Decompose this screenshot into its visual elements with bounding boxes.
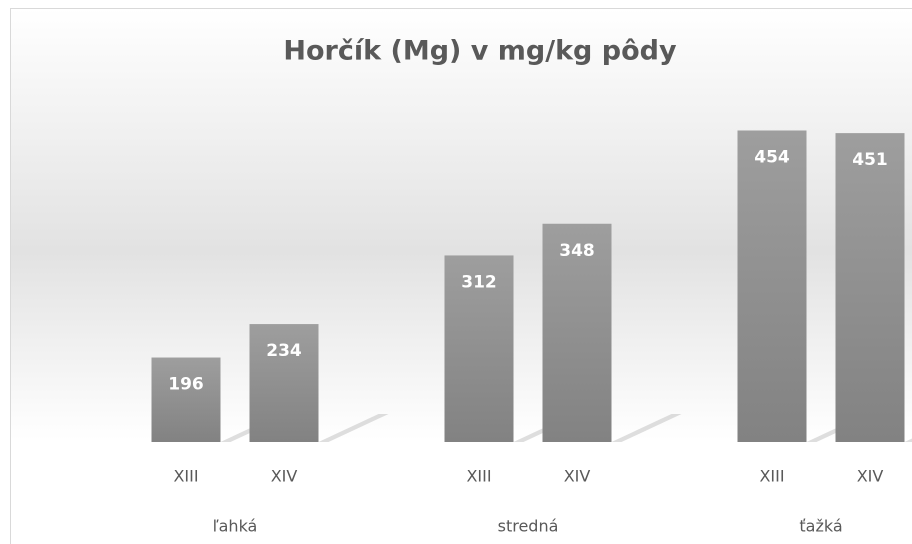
bar — [444, 255, 514, 442]
data-label: 234 — [266, 341, 302, 361]
x-tick-label: XIII — [173, 467, 198, 486]
group-label: ľahká — [213, 517, 258, 536]
chart-title: Horčík (Mg) v mg/kg pôdy — [283, 36, 677, 67]
x-tick-label: XIV — [271, 467, 298, 486]
bar-shadow — [611, 414, 682, 442]
x-tick-label: XIV — [564, 467, 591, 486]
bar — [151, 357, 221, 442]
bar — [835, 133, 905, 442]
data-label: 348 — [559, 241, 595, 261]
x-tick-label: XIII — [466, 467, 491, 486]
bar — [249, 324, 319, 442]
bar — [542, 223, 612, 442]
data-label: 454 — [754, 147, 790, 167]
data-label: 196 — [168, 375, 204, 395]
group-label: ťažká — [799, 517, 842, 536]
bar — [737, 130, 807, 443]
bar-shadow — [318, 414, 389, 442]
data-label: 451 — [852, 150, 888, 170]
x-tick-label: XIV — [857, 467, 884, 486]
plot-area: ľahká stredná ťažká 196 XIII 234 XIV 312 XIII 348… — [151, 130, 912, 536]
x-tick-label: XIII — [759, 467, 784, 486]
bar-shadow — [904, 438, 912, 442]
group-label: stredná — [498, 517, 559, 536]
data-label: 312 — [461, 272, 497, 292]
